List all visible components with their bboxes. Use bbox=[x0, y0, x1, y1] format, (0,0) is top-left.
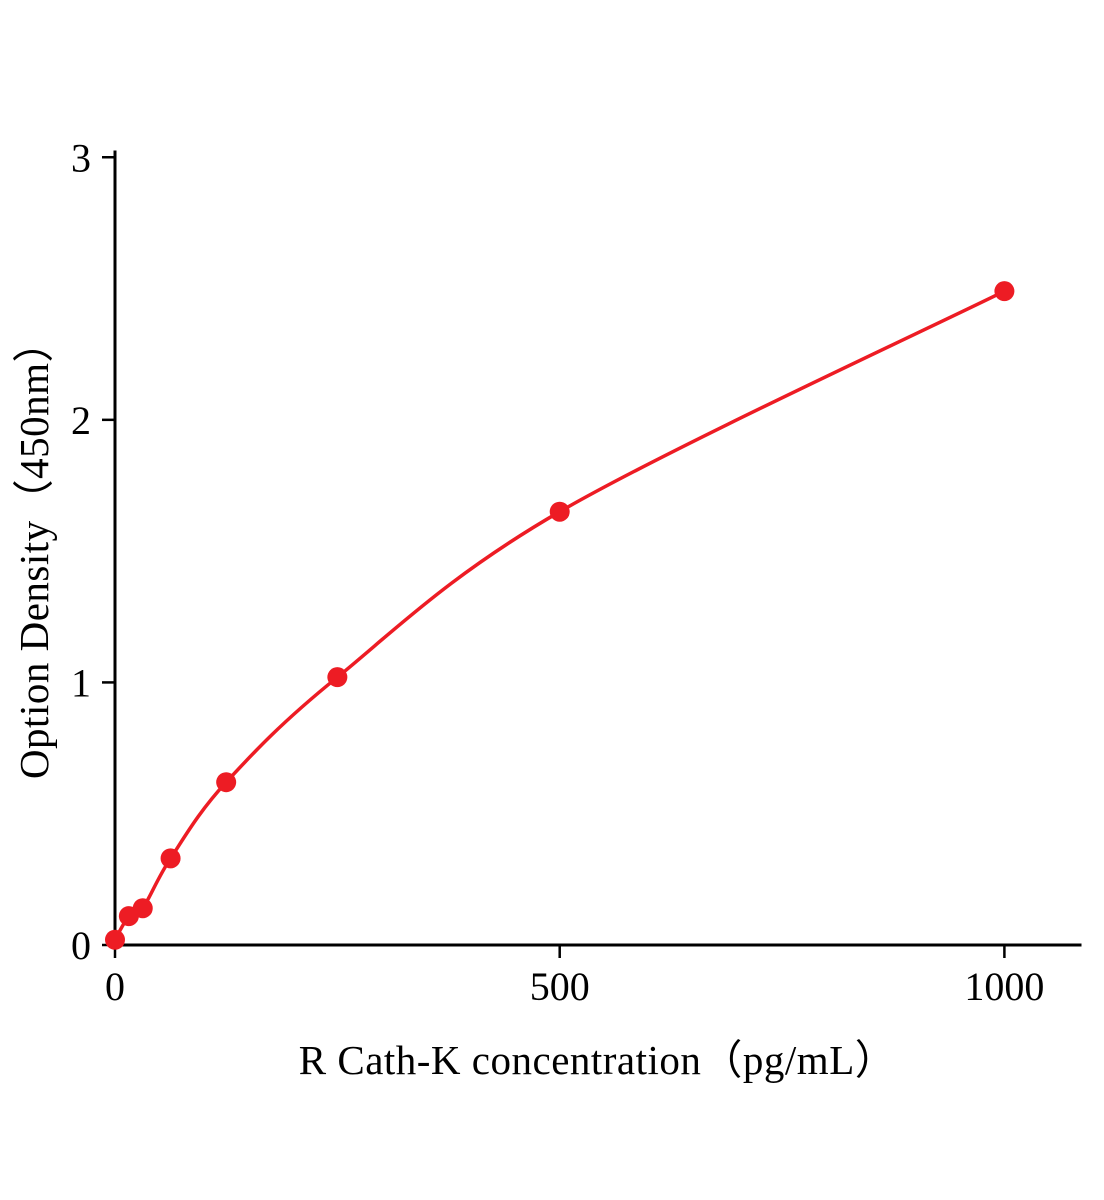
axis-spine bbox=[113, 150, 1082, 947]
data-point-marker bbox=[549, 501, 570, 522]
y-tick-label: 2 bbox=[71, 398, 91, 443]
y-tick-label: 0 bbox=[71, 923, 91, 968]
y-tick-label: 1 bbox=[71, 660, 91, 705]
data-point-marker bbox=[994, 281, 1015, 302]
data-point-marker bbox=[160, 848, 181, 869]
data-point-marker bbox=[216, 772, 237, 793]
x-axis-title: R Cath-K concentration（pg/mL） bbox=[298, 1037, 897, 1083]
curve-line bbox=[113, 289, 1007, 942]
x-tick-label: 1000 bbox=[964, 964, 1044, 1009]
data-point-marker bbox=[132, 898, 153, 919]
y-axis-title: Option Density（450nm） bbox=[11, 320, 57, 780]
data-point-marker bbox=[327, 667, 348, 688]
y-tick-label: 3 bbox=[71, 135, 91, 180]
x-tick-label: 500 bbox=[530, 964, 590, 1009]
data-point-marker bbox=[105, 929, 125, 950]
x-tick-label: 0 bbox=[105, 964, 125, 1009]
